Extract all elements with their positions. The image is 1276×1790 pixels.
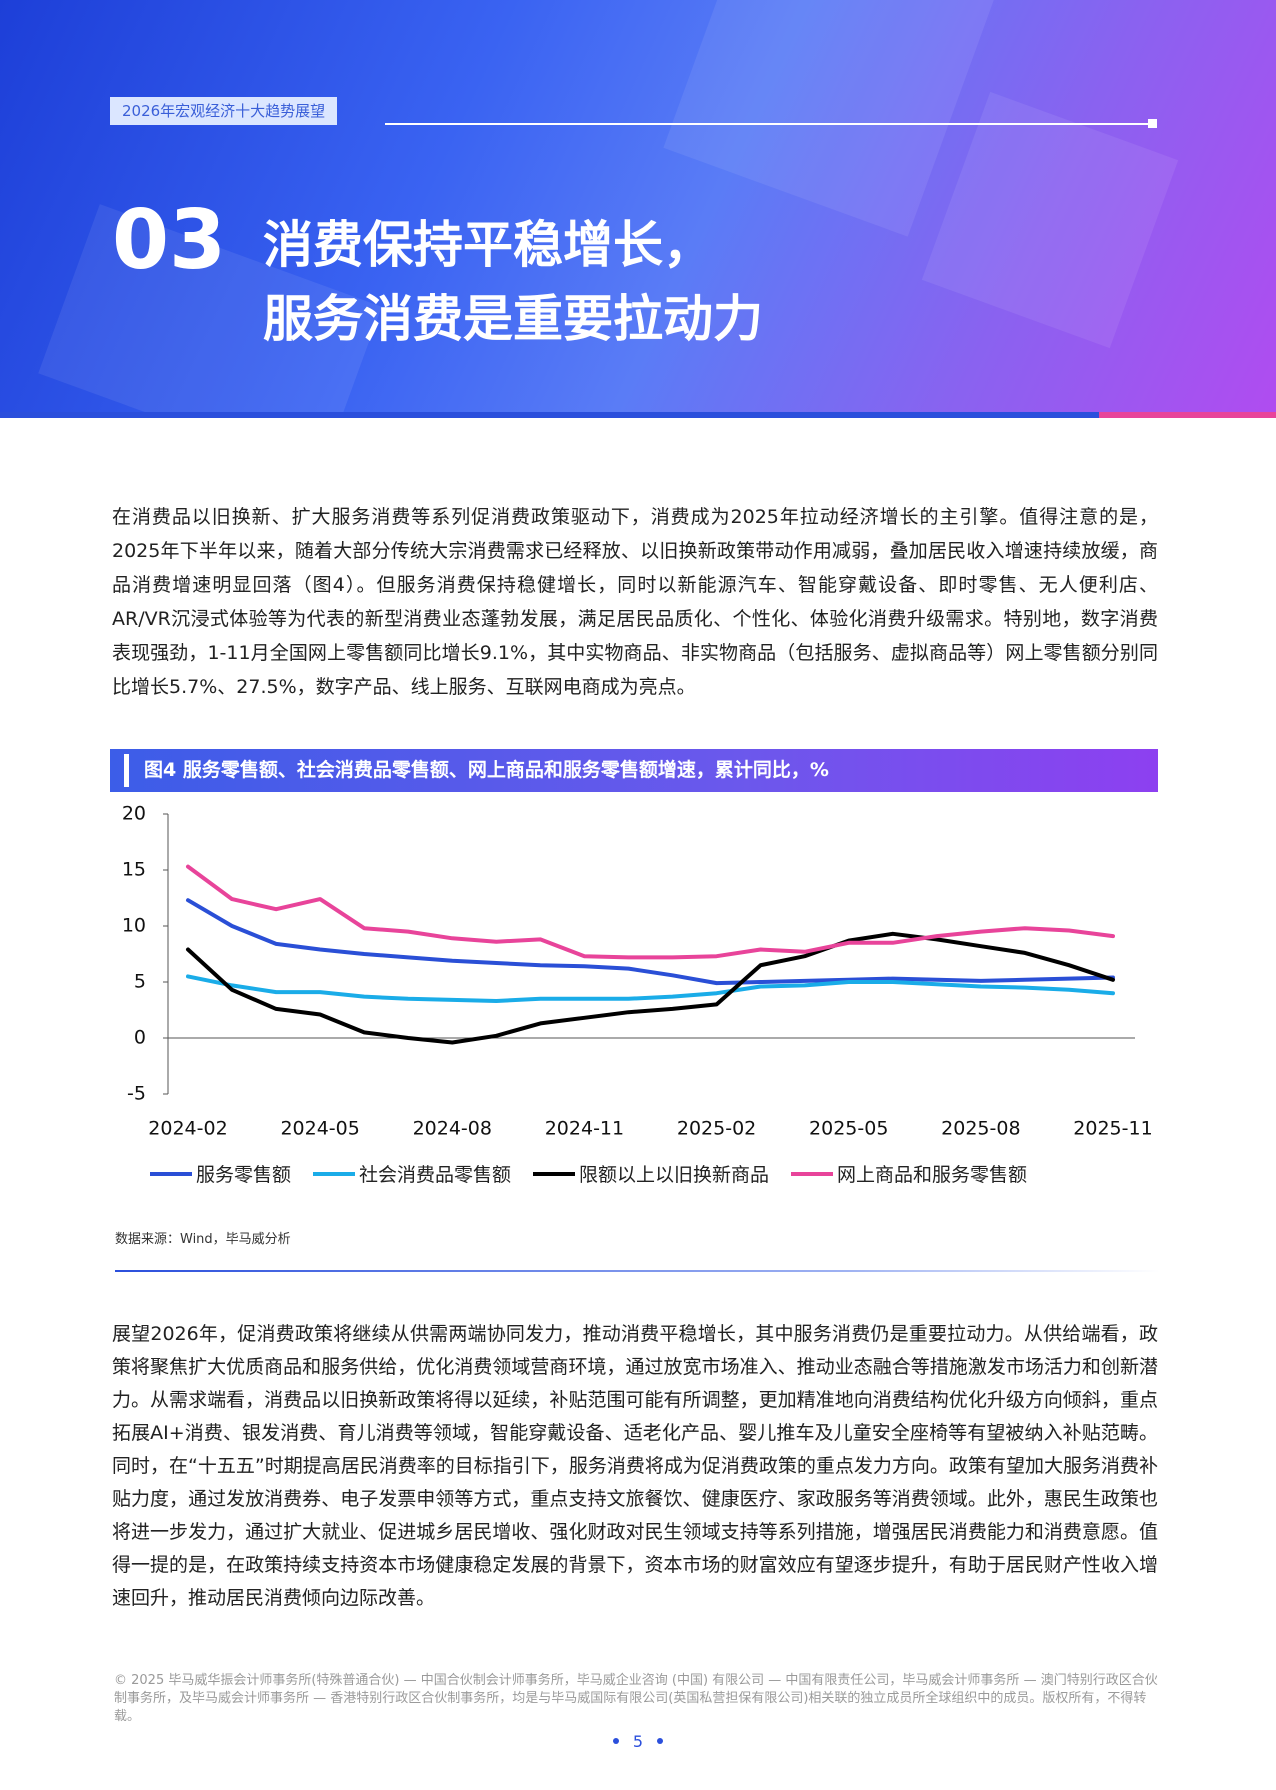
divider: [115, 1270, 1160, 1272]
series-line: [186, 898, 1115, 986]
legend-item: 服务零售额: [150, 1160, 291, 1187]
stripe-accent: [1099, 412, 1276, 418]
x-tick-label: 2024-05: [280, 1118, 359, 1140]
y-tick-label: 5: [134, 971, 146, 993]
x-tick-label: 2025-02: [677, 1118, 756, 1140]
legend-swatch: [150, 1171, 192, 1176]
source: 数据来源：Wind，毕马威分析: [115, 1232, 291, 1247]
section-title: 消费保持平稳增长， 服务消费是重要拉动力: [263, 208, 763, 356]
paragraph: 在消费品以旧换新、扩大服务消费等系列促消费政策驱动下，消费成为2025年拉动经济…: [112, 506, 1158, 698]
header-tag: 2026年宏观经济十大趋势展望: [110, 97, 338, 125]
title-line: 服务消费是重要拉动力: [263, 290, 763, 348]
y-tick-label: 0: [134, 1027, 146, 1049]
chart: -5 0 5 10 15 20 2024-02 2024-05 2024-08 2024-11 20…: [122, 803, 1153, 1140]
series-line: [186, 931, 1115, 1045]
x-tick-label: 2025-05: [809, 1118, 888, 1140]
header-line: [385, 123, 1155, 125]
title-line: 消费保持平稳增长，: [263, 216, 713, 274]
series-line: [186, 864, 1115, 960]
header-square: [1148, 119, 1157, 128]
paragraph: 展望2026年，促消费政策将继续从供需两端协同发力，推动消费平稳增长，其中服务消…: [112, 1323, 1158, 1609]
chart-title: 图4 服务零售额、社会消费品零售额、网上商品和服务零售额增速，累计同比，%: [144, 759, 829, 781]
y-tick-label: 20: [122, 803, 146, 825]
stripe: [0, 412, 1099, 418]
legend-label: 社会消费品零售额: [359, 1164, 512, 1186]
x-tick-label: 2024-02: [148, 1118, 227, 1140]
x-tick-label: 2025-08: [941, 1118, 1020, 1140]
legend-label: 限额以上以旧换新商品: [579, 1164, 770, 1186]
legend-item: 限额以上以旧换新商品: [533, 1160, 769, 1187]
x-tick-label: 2024-08: [413, 1118, 492, 1140]
dot: [612, 1738, 619, 1744]
pager: 5: [598, 1724, 678, 1758]
legend-swatch: [313, 1171, 356, 1176]
y-tick-label: -5: [127, 1083, 146, 1105]
section-number: 03: [112, 193, 227, 288]
figure-header: 图4 服务零售额、社会消费品零售额、网上商品和服务零售额增速，累计同比，%: [110, 749, 1158, 792]
legend-label: 网上商品和服务零售额: [837, 1164, 1028, 1186]
y-tick-label: 10: [122, 915, 146, 937]
legend-swatch: [533, 1171, 576, 1176]
figure-marker: [124, 754, 129, 787]
series-line: [186, 974, 1115, 1003]
legend: 服务零售额 社会消费品零售额 限额以上以旧换新商品 网上商品和服务零售额: [150, 1160, 1027, 1187]
page-number: 5: [632, 1731, 644, 1751]
x-tick-label: 2024-11: [545, 1118, 624, 1140]
legend-item: 网上商品和服务零售额: [791, 1160, 1027, 1187]
legend-item: 社会消费品零售额: [313, 1160, 511, 1187]
y-tick-label: 15: [122, 859, 146, 881]
banner: 2026年宏观经济十大趋势展望 03 消费保持平稳增长， 服务消费是重要拉动力: [0, 0, 1276, 412]
dot: [657, 1738, 664, 1744]
legend-label: 服务零售额: [196, 1164, 292, 1186]
x-tick-label: 2025-11: [1073, 1118, 1152, 1140]
legend-swatch: [791, 1171, 834, 1176]
footer: © 2025 毕马威华振会计师事务所(特殊普通合伙) — 中国合伙制会计师事务所…: [114, 1673, 1158, 1724]
